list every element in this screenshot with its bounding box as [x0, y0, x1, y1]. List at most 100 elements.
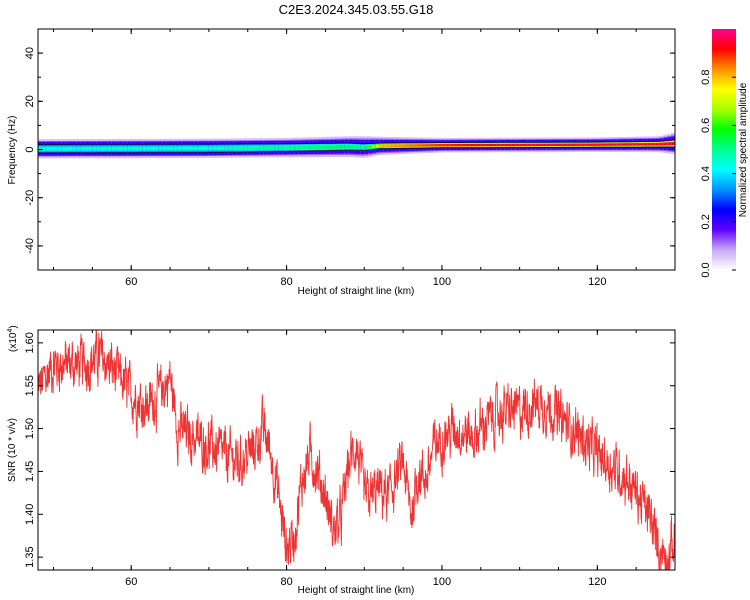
spectrogram-cell: [232, 146, 237, 150]
spectrogram-cell: [88, 146, 93, 151]
spectrogram-cell: [92, 146, 97, 151]
spectrogram-cell: [585, 143, 591, 146]
spectrogram-cell: [605, 143, 610, 146]
spectrogram-cell: [150, 146, 156, 151]
spectrogram-cell: [181, 146, 187, 151]
spectrogram-cell: [177, 146, 183, 151]
spectrogram-cell: [570, 143, 575, 146]
spectrogram-cell: [111, 146, 117, 151]
spectrogram-cell: [608, 143, 614, 146]
spectrogram-cell: [399, 144, 404, 147]
snr-scale-suffix: ): [8, 325, 19, 328]
snr-panel: 60 80 100 120 1.35 1.40 1.45 1.50 1.55 1.60 Heigh…: [7, 325, 676, 596]
spectrogram-cell: [173, 146, 179, 151]
spectrogram-cell: [593, 143, 598, 146]
spectrogram-cell: [76, 146, 82, 151]
spectrogram-cell: [166, 146, 171, 151]
spectrogram-cell: [251, 146, 257, 150]
spectrogram-cell: [616, 143, 622, 146]
spectrogram-cell: [422, 144, 428, 147]
spectrogram-cell: [158, 146, 163, 151]
spectrogram-cell: [208, 146, 214, 151]
spectrogram-cell: [500, 143, 505, 147]
spectrogram-cell: [577, 143, 583, 146]
spectrogram-cell: [375, 144, 381, 148]
spectrogram-cell: [212, 146, 218, 151]
spectrogram-y-axis-label: Frequency (Hz): [7, 116, 18, 185]
snr-ticks: 60 80 100 120 1.35 1.40 1.45 1.50 1.55 1.60: [24, 330, 676, 588]
spectrogram-cell: [671, 141, 675, 146]
spectrogram-cell: [286, 145, 292, 150]
snr-y-tick-label: 1.55: [24, 375, 36, 396]
spectrogram-cell: [274, 145, 280, 150]
snr-x-tick-label: 120: [588, 576, 606, 588]
colorbar: 0.0 0.2 0.4 0.6 0.8 Normalized spectral ampl…: [700, 29, 749, 278]
spectrogram-x-tick-label: 100: [433, 276, 451, 288]
snr-x-tick-label: 60: [125, 576, 137, 588]
spectrogram-cell: [271, 145, 276, 150]
spectrogram-marks: [38, 133, 675, 159]
colorbar-tick-label: 0.2: [700, 214, 712, 229]
spectrogram-cell: [302, 145, 307, 150]
spectrogram-cell: [282, 145, 288, 150]
spectrogram-cell: [259, 146, 264, 150]
spectrogram-cell: [317, 145, 323, 149]
spectrogram-y-tick-label: -40: [24, 238, 36, 254]
spectrogram-cell: [45, 146, 51, 151]
spectrogram-cell: [162, 146, 167, 151]
spectrogram-ridge-edge-upper: [38, 139, 675, 145]
spectrogram-cell: [624, 143, 629, 146]
spectrogram-cell: [53, 146, 59, 151]
spectrogram-cell: [612, 143, 618, 146]
spectrogram-ridge-edge-lower: [38, 146, 675, 154]
spectrogram-cell: [426, 144, 431, 147]
spectrogram-cell: [461, 143, 466, 147]
spectrogram-x-tick-label: 60: [125, 276, 137, 288]
spectrogram-cell: [84, 146, 90, 151]
spectrogram-cell: [146, 146, 152, 151]
spectrogram-cell: [100, 146, 105, 151]
spectrogram-cell: [523, 143, 528, 147]
spectrogram-cell: [535, 143, 540, 147]
snr-x-tick-label: 100: [433, 576, 451, 588]
spectrogram-cell: [387, 144, 393, 148]
spectrogram-cell: [135, 146, 140, 151]
spectrogram-cell: [434, 144, 439, 147]
snr-y-tick-label: 1.50: [24, 418, 36, 439]
spectrogram-cell: [667, 142, 672, 146]
colorbar-label: Normalized spectral amplitude: [738, 82, 749, 217]
spectrogram-cell: [127, 146, 132, 151]
spectrogram-cell: [507, 143, 513, 147]
colorbar-tick-label: 0.0: [700, 262, 712, 277]
spectrogram-x-tick-label: 80: [280, 276, 292, 288]
spectrogram-cell: [61, 146, 66, 151]
snr-y-tick-label: 1.45: [24, 461, 36, 482]
spectrogram-cell: [438, 143, 443, 147]
spectrogram-ticks: 60 80 100 120 40 20 0 -20 -40: [24, 28, 676, 288]
spectrogram-cell: [531, 143, 536, 147]
spectrogram-cell: [519, 143, 525, 147]
spectrogram-cell: [368, 145, 373, 149]
spectrogram-y-tick-label: -20: [24, 190, 36, 206]
spectrogram-cell: [383, 144, 389, 148]
spectrogram-cell: [504, 143, 509, 147]
colorbar-ticks: 0.0 0.2 0.4 0.6 0.8: [700, 70, 736, 278]
spectrogram-cell: [554, 143, 560, 146]
spectrogram-cell: [589, 143, 595, 146]
spectrogram-cell: [57, 146, 62, 151]
snr-scale-exponent: 4: [7, 329, 14, 333]
spectrogram-cell: [337, 145, 342, 149]
spectrogram-cell: [453, 143, 459, 147]
chart-title: C2E3.2024.345.03.55.G18: [279, 2, 434, 17]
spectrogram-cell: [430, 144, 435, 147]
spectrogram-cell: [473, 143, 478, 147]
spectrogram-cell: [131, 146, 136, 151]
snr-y-tick-label: 1.35: [24, 546, 36, 567]
spectrogram-cell: [189, 146, 194, 151]
spectrogram-cell: [558, 143, 563, 146]
spectrogram-cell: [228, 146, 233, 150]
spectrogram-cell: [488, 143, 494, 147]
spectrogram-cell: [550, 143, 556, 147]
spectrogram-cell: [247, 146, 253, 150]
